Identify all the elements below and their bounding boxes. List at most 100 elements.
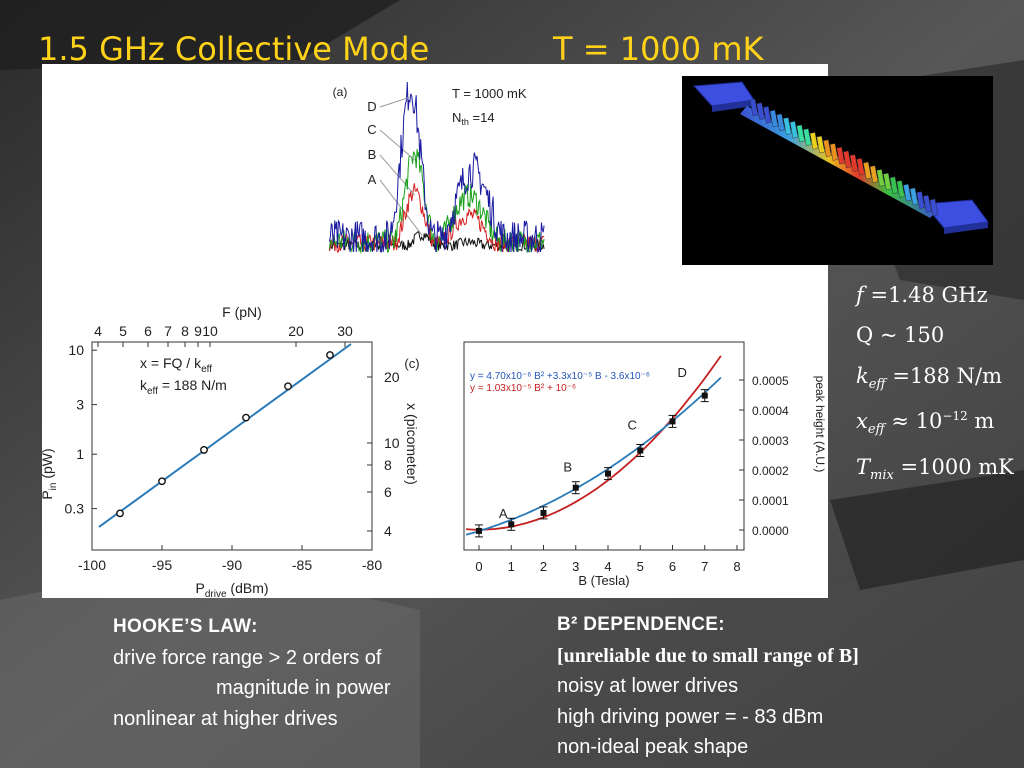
caption-left: HOOKE’S LAW: drive force range > 2 order… — [113, 612, 493, 734]
chart-b-point — [701, 392, 708, 399]
chart-c-top-tick-label: 30 — [337, 323, 353, 339]
chart-b-xtick-label: 4 — [604, 559, 611, 574]
chart-b-ylabel: peak height (A.U.) — [813, 376, 827, 473]
chart-b-point — [669, 418, 676, 425]
chart-b-ytick-label: 0.0000 — [752, 524, 789, 538]
simulation-tooth — [783, 117, 792, 135]
simulation-tooth — [829, 143, 839, 161]
chart-c-top-tick-label: 5 — [119, 323, 127, 339]
chart-b-xtick-label: 7 — [701, 559, 708, 574]
chart-b-xtick-label: 5 — [637, 559, 644, 574]
chart-a-annotation-temp: T = 1000 mK — [452, 86, 527, 101]
simulation-tooth — [896, 180, 905, 198]
chart-c-panel-label: (c) — [404, 356, 419, 371]
simulation-tooth — [749, 98, 759, 117]
chart-b-point — [572, 484, 579, 491]
param-x-sub: eff — [867, 422, 885, 438]
simulation-tooth — [889, 176, 899, 195]
chart-b-point-label: A — [499, 506, 508, 521]
param-x-exp: −12 — [942, 409, 968, 423]
chart-b-point — [476, 527, 482, 534]
chart-b-point — [540, 509, 547, 516]
chart-c-right-tick-label: 4 — [384, 523, 392, 539]
simulation-tooth — [903, 183, 912, 202]
chart-c-top-tick-label: 6 — [144, 323, 152, 339]
chart-b-xtick-label: 8 — [733, 559, 740, 574]
chart-b-ytick-label: 0.0005 — [752, 374, 789, 388]
chart-c-right-tick-label: 20 — [384, 369, 400, 385]
simulation-tooth — [883, 172, 892, 191]
chart-c-ann1-main: x = FQ / k — [140, 355, 202, 371]
caption-left-line1: drive force range > 2 orders of — [113, 646, 382, 669]
chart-c-xlabel: Pdrive (dBm) — [195, 580, 268, 598]
param-q: Q ~ 150 — [856, 323, 944, 347]
simulation-tooth — [816, 135, 825, 154]
chart-c-frame — [91, 341, 373, 551]
chart-b-fit-blue-label: y = 4.70x10⁻⁶ B² +3.3x10⁻⁵ B - 3.6x10⁻⁶ — [470, 371, 650, 382]
chart-a-series-pointer — [379, 179, 423, 236]
chart-b-xtick-label: 2 — [540, 559, 547, 574]
chart-c-xtick-label: -90 — [222, 557, 242, 573]
chart-a-series-label: C — [367, 122, 376, 137]
chart-c-xtick-label: -95 — [152, 557, 172, 573]
caption-right-heading: B² DEPENDENCE: — [557, 614, 725, 635]
chart-c-top-tick-label: 9 — [194, 323, 202, 339]
simulation-tooth — [809, 132, 819, 150]
chart-b-ytick-label: 0.0001 — [752, 494, 789, 508]
simulation-tooth — [836, 146, 845, 165]
simulation-tooth — [803, 128, 812, 146]
chart-c-right-label: x (picometer) — [404, 403, 420, 485]
caption-left-line3: nonlinear at higher drives — [113, 707, 338, 730]
slide-title-right: T = 1000 mK — [553, 30, 764, 68]
chart-c-point — [326, 351, 334, 359]
chart-a-nth-main: N — [452, 110, 461, 125]
chart-c-xtick-label: -85 — [292, 557, 312, 573]
chart-a-series-line — [329, 148, 545, 254]
chart-c-xlabel-main: P — [195, 580, 204, 596]
chart-c-ytick-label: 10 — [68, 342, 84, 358]
chart-a-nth-rest: =14 — [469, 110, 495, 125]
chart-c-ylabel-main: P — [42, 490, 55, 499]
caption-right-bold: [unreliable due to small range of B] — [557, 644, 859, 667]
chart-b-ytick-label: 0.0004 — [752, 404, 789, 418]
chart-c-ytick-label: 0.3 — [65, 501, 85, 517]
chart-b-xtick-label: 6 — [669, 559, 676, 574]
simulation-tooth — [929, 198, 939, 217]
chart-b-point — [508, 521, 515, 528]
param-q-text: Q ~ 150 — [856, 323, 945, 347]
chart-c-ylabel: Pin (pW) — [42, 448, 59, 499]
chart-b-ytick-label: 0.0003 — [752, 434, 789, 448]
simulation-tooth — [796, 124, 805, 143]
caption-left-line2: magnitude in power — [216, 677, 391, 699]
chart-c-ann2-rest: = 188 N/m — [158, 377, 227, 393]
simulation-tooth — [869, 165, 879, 183]
param-t-mix: Tmix =1000 mK — [856, 455, 1014, 484]
param-x-eff: xeff ≈ 10−12 m — [856, 409, 995, 438]
caption-right: B² DEPENDENCE: [unreliable due to small … — [557, 610, 997, 763]
param-k-eff: keff =188 N/m — [856, 364, 1003, 393]
chart-c-top-tick-label: 4 — [94, 323, 102, 339]
chart-a-series-label: A — [368, 172, 377, 187]
chart-c-right-tick-label: 8 — [384, 457, 392, 473]
chart-c-ann2-main: k — [140, 377, 148, 393]
chart-c-top-tick-label: 20 — [288, 323, 304, 339]
simulation-tooth — [856, 158, 865, 176]
chart-c-point — [116, 509, 124, 518]
chart-b-xtick-label: 3 — [572, 559, 579, 574]
param-frequency: f =1.48 GHz — [856, 283, 988, 307]
chart-b-xtick-label: 1 — [508, 559, 515, 574]
chart-c-xlabel-unit: (dBm) — [227, 580, 269, 596]
slide-title: 1.5 GHz Collective Mode T = 1000 mK — [38, 30, 763, 68]
chart-c-ylabel-sub: in — [48, 483, 59, 491]
chart-a-nth-sub: th — [461, 117, 469, 127]
chart-c-point — [158, 477, 166, 486]
simulation-tooth — [909, 187, 919, 206]
chart-b-point — [637, 447, 644, 454]
simulation-tooth — [769, 109, 779, 128]
chart-c-top-tick-label: 7 — [164, 323, 172, 339]
simulation-tooth — [849, 154, 859, 172]
chart-c-right-tick-label: 10 — [384, 435, 400, 451]
